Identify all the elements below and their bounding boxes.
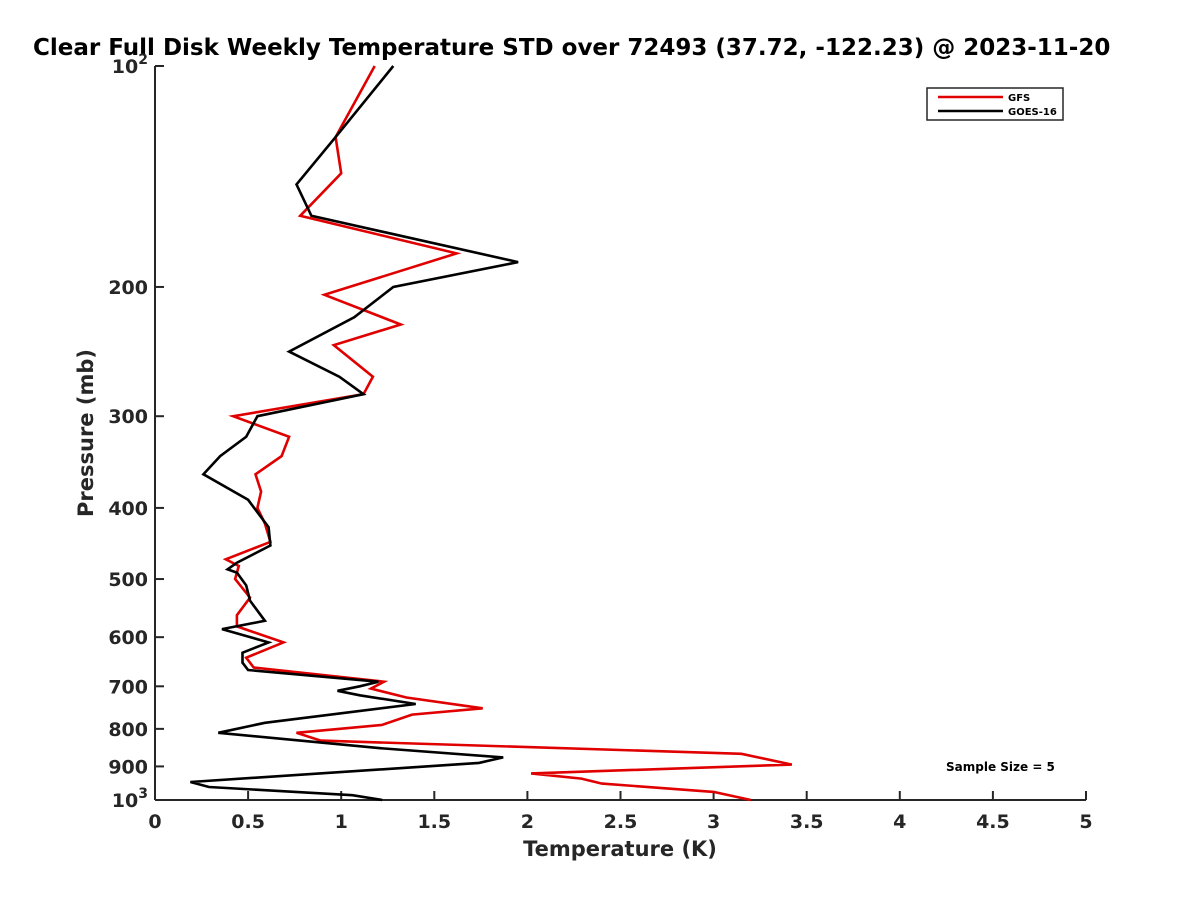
y-tick-exponent: 2 [138, 52, 148, 68]
y-tick-label: 900 [108, 756, 148, 778]
x-tick-label: 1 [335, 811, 348, 833]
x-tick-label: 2 [521, 811, 534, 833]
x-tick-label: 2.5 [604, 811, 638, 833]
x-tick-label: 3.5 [790, 811, 824, 833]
y-tick-label: 102 [112, 52, 148, 78]
x-tick-label: 4 [893, 811, 906, 833]
legend-label-goes-16: GOES-16 [1008, 107, 1057, 118]
y-axis-label: Pressure (mb) [74, 349, 98, 517]
series-line-goes-16 [190, 65, 519, 802]
y-tick-label: 500 [108, 569, 148, 591]
x-axis-label: Temperature (K) [523, 837, 717, 861]
y-tick-label: 600 [108, 627, 148, 649]
y-tick-label: 300 [108, 406, 148, 428]
y-tick-label: 800 [108, 719, 148, 741]
legend: GFS GOES-16 [926, 87, 1064, 121]
series-layer [190, 65, 793, 802]
x-tick-label: 3 [707, 811, 720, 833]
sample-size-annotation: Sample Size = 5 [946, 760, 1055, 774]
x-tick-label: 0 [148, 811, 161, 833]
chart-title: Clear Full Disk Weekly Temperature STD o… [33, 35, 1110, 61]
y-tick-base: 10 [112, 790, 138, 812]
x-tick-label: 4.5 [976, 811, 1010, 833]
x-axis-ticks: 0 0.5 1 1.5 2 2.5 3 3.5 4 4.5 5 [148, 791, 1093, 833]
y-tick-label: 700 [108, 676, 148, 698]
y-tick-exponent: 3 [138, 786, 148, 802]
x-tick-label: 1.5 [417, 811, 451, 833]
series-line-gfs [222, 65, 793, 802]
y-tick-label: 400 [108, 498, 148, 520]
legend-label-gfs: GFS [1008, 93, 1030, 104]
y-tick-base: 10 [112, 56, 138, 78]
y-tick-label: 200 [108, 277, 148, 299]
plot-frame [154, 66, 1086, 801]
legend-box [926, 87, 1064, 121]
x-tick-label: 5 [1079, 811, 1092, 833]
y-tick-label: 103 [112, 786, 148, 812]
x-tick-label: 0.5 [231, 811, 265, 833]
